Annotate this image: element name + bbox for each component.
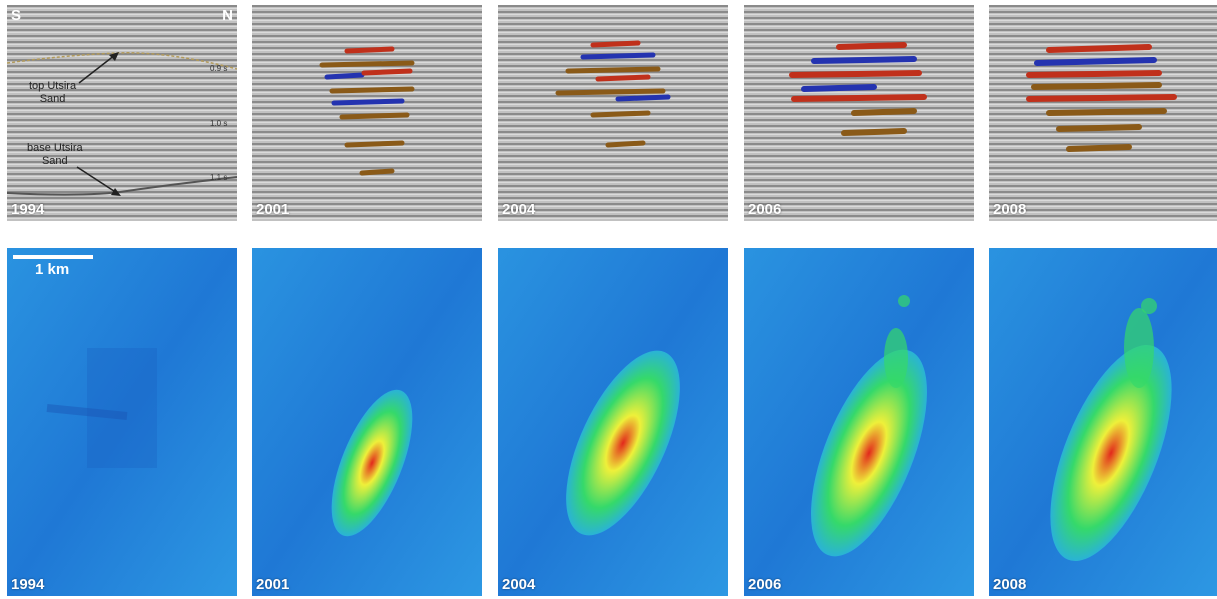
year-label: 2001: [256, 201, 290, 218]
seismic-panel-2001: 2001: [252, 5, 482, 221]
seismic-image: [989, 5, 1217, 221]
year-label: 2001: [256, 576, 290, 593]
year-label: 2008: [993, 201, 1027, 218]
amplitude-map-2006: 2006: [744, 248, 974, 596]
base-utsira-label-line2: Sand: [41, 155, 68, 167]
amplitude-map: [252, 248, 482, 596]
top-utsira-label: top Utsira Sand: [29, 80, 76, 106]
orientation-south: S: [11, 7, 22, 24]
orientation-north: N: [222, 7, 233, 24]
amplitude-map: [498, 248, 728, 596]
seismic-panel-2008: 2008: [989, 5, 1217, 221]
seismic-image: [252, 5, 482, 221]
scale-bar: [13, 255, 93, 259]
amplitude-map-2001: 2001: [252, 248, 482, 596]
seismic-panel-2006: 2006: [744, 5, 974, 221]
base-utsira-label-line1: base Utsira: [27, 142, 83, 154]
amplitude-map-1994: 1 km 1994: [7, 248, 237, 596]
annotation-arrows: [76, 52, 121, 196]
amplitude-map: [989, 248, 1217, 596]
seismic-panel-1994: S N top Utsira Sand base Utsira Sand 0.9…: [7, 5, 237, 221]
seismic-image: [7, 5, 237, 221]
year-label: 2008: [993, 576, 1027, 593]
amplitude-map-2004: 2004: [498, 248, 728, 596]
seismic-image: [498, 5, 728, 221]
amplitude-map: [744, 248, 974, 596]
seismic-panel-2004: 2004: [498, 5, 728, 221]
scale-label: 1 km: [35, 261, 70, 278]
top-utsira-label-line1: top Utsira: [29, 80, 77, 92]
time-tick-1-0: 1.0 s: [210, 119, 228, 128]
year-label: 1994: [11, 576, 45, 593]
year-label: 2006: [748, 201, 782, 218]
time-tick-0-9: 0.9 s: [210, 64, 228, 73]
time-tick-1-1: 1.1 s: [210, 173, 228, 182]
year-label: 2004: [502, 576, 536, 593]
top-utsira-label-line2: Sand: [39, 93, 66, 105]
amplitude-map-2008: 2008: [989, 248, 1217, 596]
year-label: 2006: [748, 576, 782, 593]
year-label: 2004: [502, 201, 536, 218]
seismic-image: [744, 5, 974, 221]
year-label: 1994: [11, 201, 45, 218]
amplitude-map: [7, 248, 237, 596]
base-utsira-label: base Utsira Sand: [27, 142, 83, 168]
